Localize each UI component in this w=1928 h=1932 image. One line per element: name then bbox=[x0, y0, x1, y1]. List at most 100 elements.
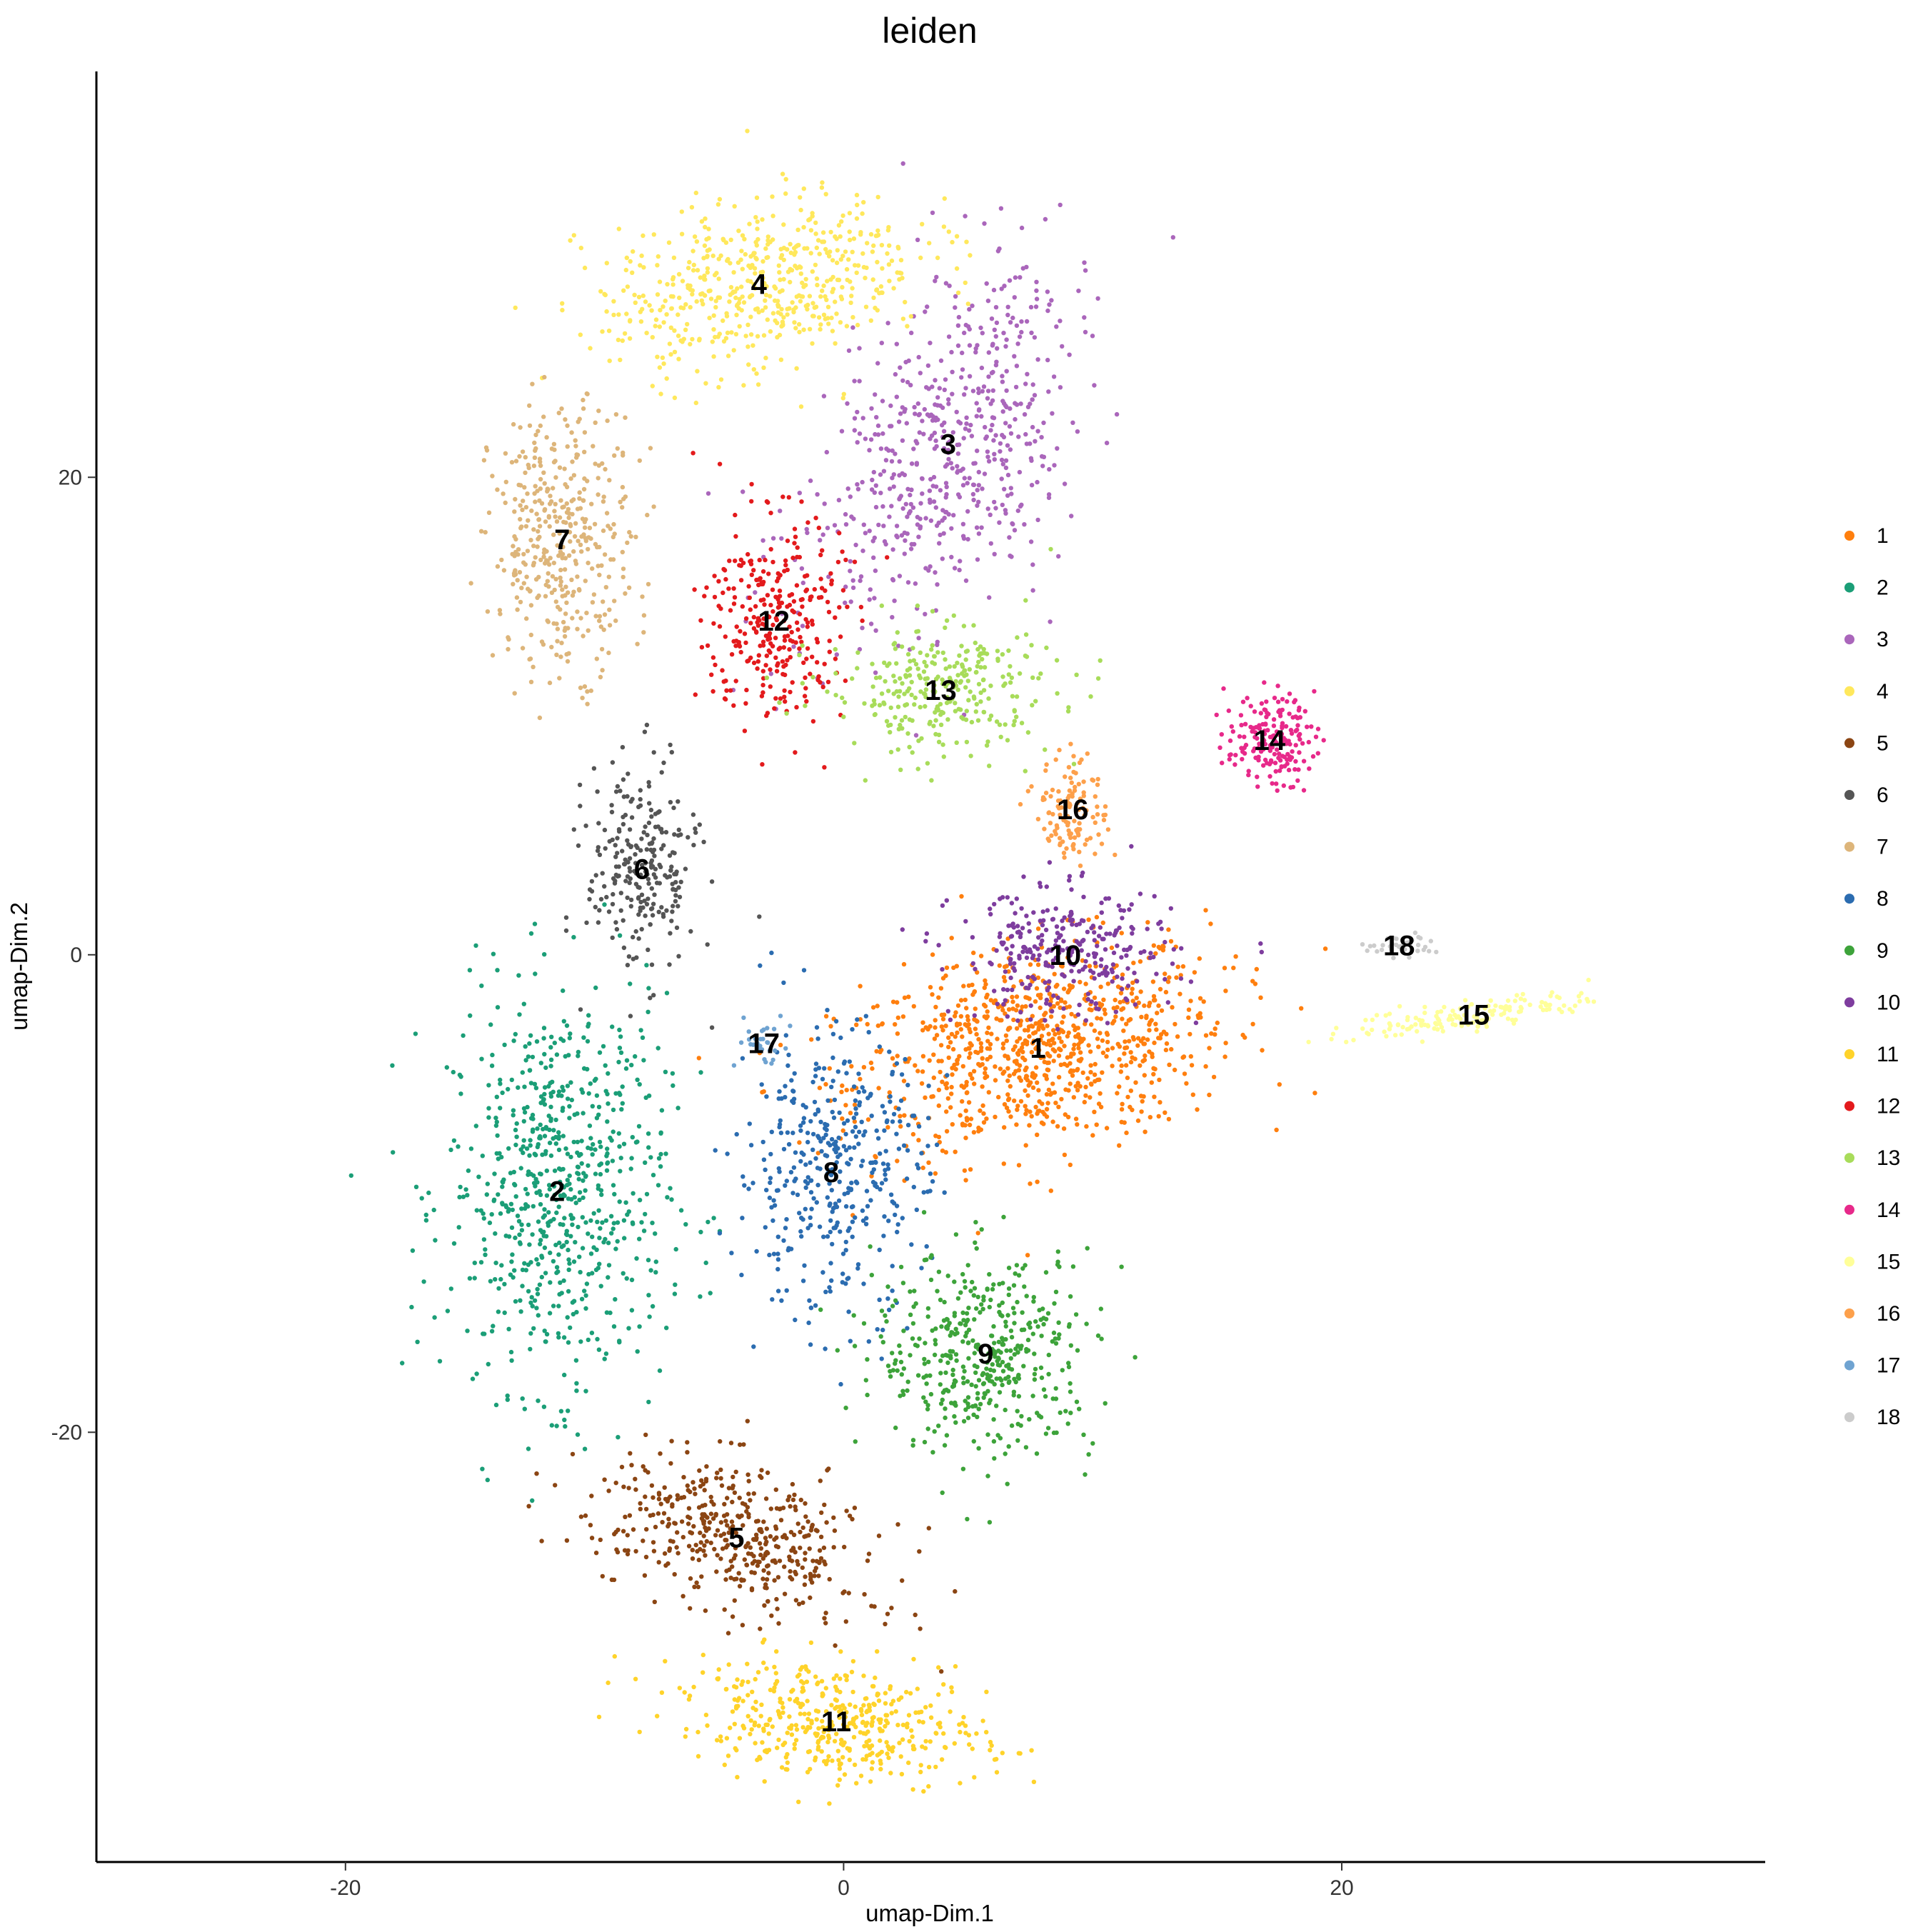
data-point bbox=[594, 656, 599, 661]
data-point bbox=[586, 561, 591, 566]
data-point bbox=[421, 1279, 426, 1284]
data-point bbox=[952, 1279, 957, 1284]
data-point bbox=[1005, 1066, 1010, 1071]
data-point bbox=[822, 1616, 827, 1621]
data-point bbox=[946, 1035, 951, 1041]
data-point bbox=[565, 1315, 570, 1320]
data-point bbox=[922, 1439, 928, 1445]
data-point bbox=[966, 1046, 971, 1051]
data-point bbox=[808, 1178, 813, 1183]
data-point bbox=[1056, 1075, 1062, 1080]
data-point bbox=[775, 1266, 780, 1272]
data-point bbox=[641, 233, 646, 239]
data-point bbox=[978, 325, 983, 331]
data-point bbox=[650, 335, 655, 340]
data-point bbox=[658, 1501, 663, 1506]
data-point bbox=[933, 378, 938, 383]
data-point bbox=[557, 531, 562, 536]
data-point bbox=[668, 742, 673, 748]
data-point bbox=[1152, 1094, 1157, 1099]
data-point bbox=[511, 544, 516, 549]
data-point bbox=[805, 530, 810, 536]
data-point bbox=[603, 292, 608, 298]
data-point bbox=[738, 1538, 744, 1543]
data-point bbox=[979, 525, 984, 530]
data-point bbox=[568, 476, 573, 481]
data-point bbox=[843, 1203, 849, 1209]
data-point bbox=[957, 567, 962, 573]
data-point bbox=[618, 1168, 623, 1173]
data-point bbox=[953, 1326, 958, 1332]
data-point bbox=[1096, 1044, 1101, 1049]
data-point bbox=[1038, 884, 1043, 889]
data-point bbox=[1053, 943, 1058, 948]
data-point bbox=[971, 461, 976, 466]
data-point bbox=[598, 896, 604, 902]
data-point bbox=[1059, 1096, 1064, 1102]
data-point bbox=[1003, 1451, 1008, 1456]
data-point bbox=[698, 1483, 703, 1489]
data-point bbox=[936, 943, 941, 948]
data-point bbox=[747, 1121, 753, 1126]
data-point bbox=[1092, 383, 1097, 388]
data-point bbox=[994, 1403, 999, 1408]
data-point bbox=[850, 1516, 855, 1522]
data-point bbox=[994, 320, 1000, 326]
data-point bbox=[898, 494, 904, 499]
data-point bbox=[536, 536, 541, 541]
data-point bbox=[675, 1496, 681, 1502]
data-point bbox=[897, 270, 903, 276]
data-point bbox=[554, 1052, 560, 1057]
data-point bbox=[621, 1271, 626, 1276]
data-point bbox=[847, 211, 853, 216]
data-point bbox=[790, 1131, 795, 1136]
data-point bbox=[567, 1173, 572, 1178]
data-point bbox=[638, 803, 643, 809]
data-point bbox=[531, 464, 537, 469]
data-point bbox=[821, 1234, 826, 1239]
data-point bbox=[880, 1021, 885, 1026]
data-point bbox=[1003, 969, 1008, 974]
data-point bbox=[801, 327, 806, 332]
data-point bbox=[806, 1320, 811, 1326]
data-point bbox=[606, 329, 612, 334]
data-point bbox=[1079, 1038, 1085, 1044]
data-point bbox=[835, 1069, 841, 1074]
data-point bbox=[814, 1200, 820, 1205]
data-point bbox=[1073, 1116, 1079, 1121]
data-point bbox=[1015, 1018, 1020, 1023]
data-point bbox=[1089, 1082, 1094, 1087]
data-point bbox=[532, 1081, 538, 1087]
data-point bbox=[878, 284, 884, 289]
data-point bbox=[749, 1551, 754, 1556]
data-point bbox=[725, 1496, 730, 1501]
data-point bbox=[972, 1013, 978, 1018]
data-point bbox=[878, 472, 883, 477]
data-point bbox=[883, 1621, 888, 1626]
data-point bbox=[589, 879, 595, 884]
data-point bbox=[672, 1572, 677, 1577]
data-point bbox=[915, 401, 921, 406]
data-point bbox=[625, 963, 631, 968]
data-point bbox=[955, 1331, 960, 1336]
data-point bbox=[537, 524, 543, 529]
data-point bbox=[543, 561, 548, 566]
data-point bbox=[563, 417, 568, 422]
data-point bbox=[1040, 938, 1045, 944]
data-point bbox=[770, 1297, 775, 1302]
data-point bbox=[808, 1577, 813, 1582]
data-point bbox=[1020, 1310, 1025, 1315]
data-point bbox=[653, 1270, 658, 1275]
data-point bbox=[985, 1360, 990, 1365]
data-point bbox=[981, 1294, 986, 1299]
data-point bbox=[935, 1288, 940, 1293]
data-point bbox=[725, 330, 730, 336]
data-point bbox=[583, 1388, 588, 1393]
data-point bbox=[547, 1311, 553, 1316]
data-point bbox=[568, 539, 573, 544]
data-point bbox=[955, 290, 961, 296]
data-point bbox=[679, 1495, 684, 1501]
data-point bbox=[1020, 926, 1025, 931]
data-point bbox=[975, 488, 980, 493]
data-point bbox=[534, 1039, 540, 1044]
